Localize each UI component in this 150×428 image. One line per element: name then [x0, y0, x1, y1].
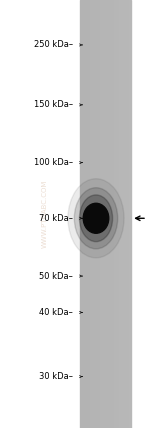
- Text: 30 kDa–: 30 kDa–: [39, 372, 73, 381]
- Text: 50 kDa–: 50 kDa–: [39, 271, 73, 281]
- Ellipse shape: [83, 203, 109, 233]
- Bar: [0, 0, 80, 428]
- Ellipse shape: [74, 188, 118, 249]
- Text: 100 kDa–: 100 kDa–: [34, 158, 73, 167]
- Text: 150 kDa–: 150 kDa–: [34, 100, 73, 110]
- Ellipse shape: [80, 195, 112, 242]
- Ellipse shape: [68, 179, 124, 258]
- Bar: [130, 0, 150, 428]
- Text: 70 kDa–: 70 kDa–: [39, 214, 73, 223]
- Text: 250 kDa–: 250 kDa–: [34, 40, 73, 50]
- Text: WWW.PTGABC.COM: WWW.PTGABC.COM: [42, 180, 48, 248]
- Bar: [80, 0, 130, 428]
- Text: 40 kDa–: 40 kDa–: [39, 308, 73, 317]
